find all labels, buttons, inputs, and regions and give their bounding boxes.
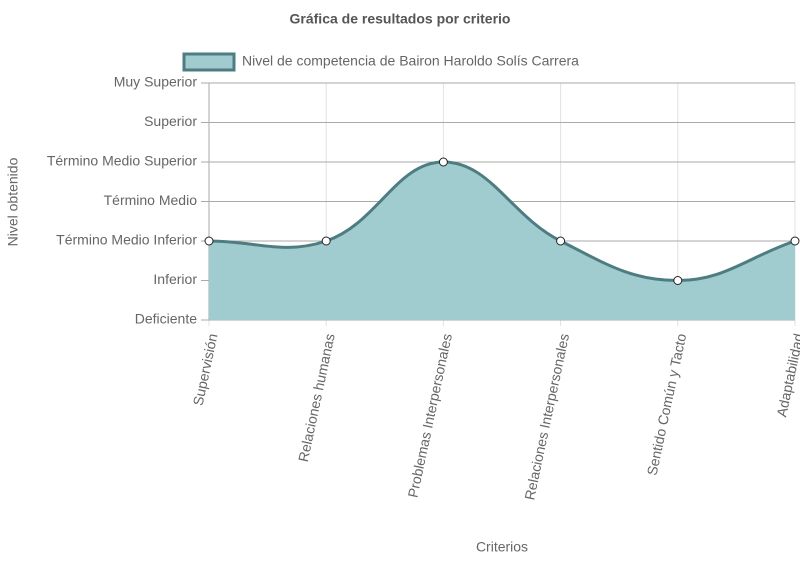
y-tick-label: Deficiente [135,311,197,327]
x-tick-label: Problemas Interpersonales [405,332,455,499]
y-tick-label: Inferior [153,271,197,287]
x-tick-label: Relaciones Interpersonales [521,332,572,501]
line [208,160,796,283]
x-tick-label: Relaciones humanas [295,332,338,463]
point [790,236,800,246]
x-tick-label: Adaptabilidad [773,332,800,418]
x-tick-label: Sentido Común y Tacto [644,332,690,477]
chart-title: Gráfica de resultados por criterio [290,11,511,27]
y-tick-label: Término Medio Superior [47,153,198,169]
x-tick-label: Supervisión [190,332,221,407]
point [556,236,566,246]
y-tick-label: Superior [144,113,197,129]
y-tick-label: Término Medio [104,192,198,208]
point [321,236,331,246]
point [673,276,683,285]
y-tick-label: Muy Superior [114,74,198,90]
area [209,162,795,320]
legend-label: Nivel de competencia de Bairon Haroldo S… [242,53,579,69]
legend-swatch [182,52,236,72]
x-axis-title: Criterios [476,539,528,555]
point [438,157,448,167]
point [204,236,214,246]
y-axis-title: Nivel obtenido [5,157,21,246]
y-tick-label: Término Medio Inferior [56,232,197,248]
